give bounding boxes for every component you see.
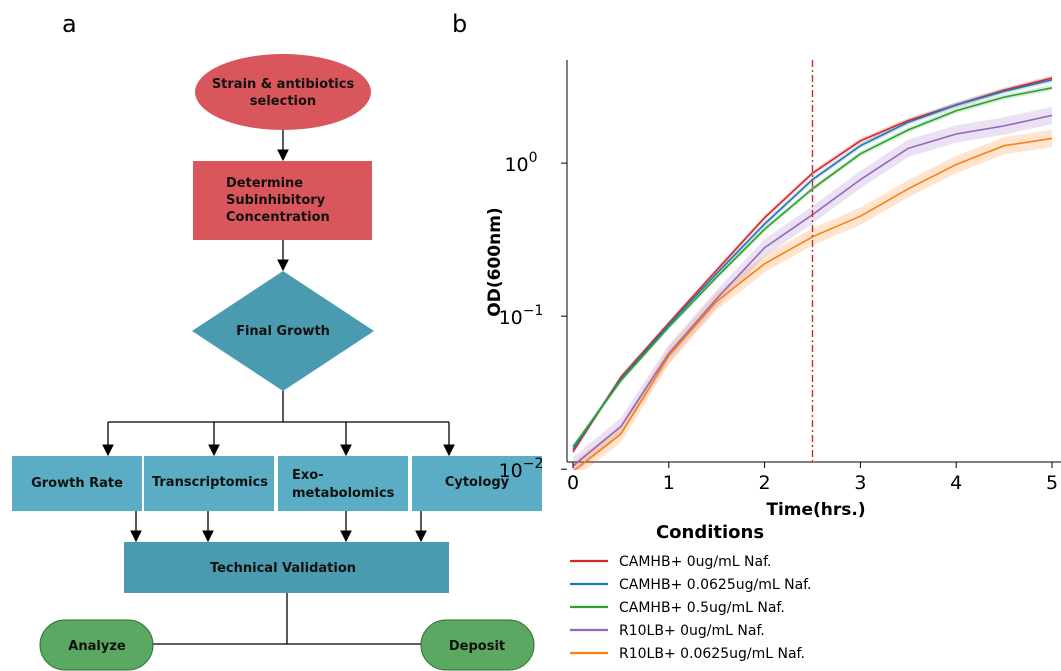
node-exometabolomics: Exo- metabolomics: [278, 456, 408, 511]
legend-items: CAMHB+ 0ug/mL Naf. CAMHB+ 0.0625ug/mL Naf…: [570, 554, 812, 662]
node-strain-line-1: Strain & antibiotics: [212, 77, 355, 92]
node-growth-rate-label: Growth Rate: [31, 476, 123, 491]
node-sic-line-3: Concentration: [226, 210, 330, 225]
node-strain-line-2: selection: [250, 94, 316, 109]
x-ticks: 0 1 2 3 4 5: [567, 462, 1058, 494]
node-sic-line-2: Subinhibitory: [226, 193, 326, 208]
x-tick-label: 1: [663, 472, 675, 494]
x-tick-label: 2: [759, 472, 771, 494]
y-axis-title: OD(600nm): [485, 207, 505, 316]
node-technical-validation: Technical Validation: [124, 542, 449, 593]
x-tick-label: 3: [854, 472, 866, 494]
node-cytology-label: Cytology: [445, 475, 510, 490]
node-exometabolomics-line-1: Exo-: [292, 468, 324, 483]
node-final-growth: Final Growth: [192, 271, 374, 391]
y-tick-label: 10−2: [499, 456, 544, 482]
panel-label-b: b: [452, 10, 467, 38]
node-deposit-label: Deposit: [449, 639, 505, 654]
legend-entry: CAMHB+ 0.5ug/mL Naf.: [619, 600, 785, 616]
node-cytology: Cytology: [412, 456, 542, 511]
legend-entry: CAMHB+ 0.0625ug/mL Naf.: [619, 577, 812, 593]
y-tick-label: 100: [504, 150, 537, 176]
y-ticks: 10−2 10−1 100: [499, 150, 567, 482]
node-subinhibitory-concentration: Determine Subinhibitory Concentration: [193, 161, 372, 240]
legend: Conditions CAMHB+ 0ug/mL Naf. CAMHB+ 0.06…: [570, 522, 812, 662]
node-final-growth-label: Final Growth: [236, 324, 330, 339]
legend-entry: CAMHB+ 0ug/mL Naf.: [619, 554, 771, 570]
flowchart: Strain & antibiotics selection Determine…: [12, 54, 542, 671]
x-axis-title: Time(hrs.): [766, 500, 865, 520]
series-band-4: [573, 129, 1052, 470]
node-strain-selection: Strain & antibiotics selection: [195, 54, 371, 130]
node-deposit: Deposit: [420, 619, 535, 671]
node-sic-line-1: Determine: [226, 176, 303, 191]
legend-entry: R10LB+ 0ug/mL Naf.: [619, 623, 765, 639]
x-tick-label: 4: [950, 472, 962, 494]
node-transcriptomics-label: Transcriptomics: [152, 475, 268, 490]
series-line-1: [572, 79, 1053, 450]
panel-label-a: a: [62, 10, 77, 38]
series-line-2: [572, 87, 1053, 448]
node-analyze: Analyze: [39, 619, 154, 671]
growth-curve-chart: 0 1 2 3 4 5 10−2 10−1 100 Time(hrs.) OD(600nm): [485, 60, 1061, 520]
legend-title: Conditions: [656, 522, 764, 543]
x-tick-label: 0: [567, 472, 579, 494]
node-growth-rate: Growth Rate: [12, 456, 142, 511]
node-technical-validation-label: Technical Validation: [210, 561, 356, 576]
node-analyze-label: Analyze: [68, 639, 126, 654]
y-tick-label: 10−1: [499, 303, 544, 329]
node-transcriptomics: Transcriptomics: [144, 456, 274, 511]
legend-entry: R10LB+ 0.0625ug/mL Naf.: [619, 646, 805, 662]
x-tick-label: 5: [1046, 472, 1058, 494]
node-exometabolomics-line-2: metabolomics: [292, 486, 395, 501]
